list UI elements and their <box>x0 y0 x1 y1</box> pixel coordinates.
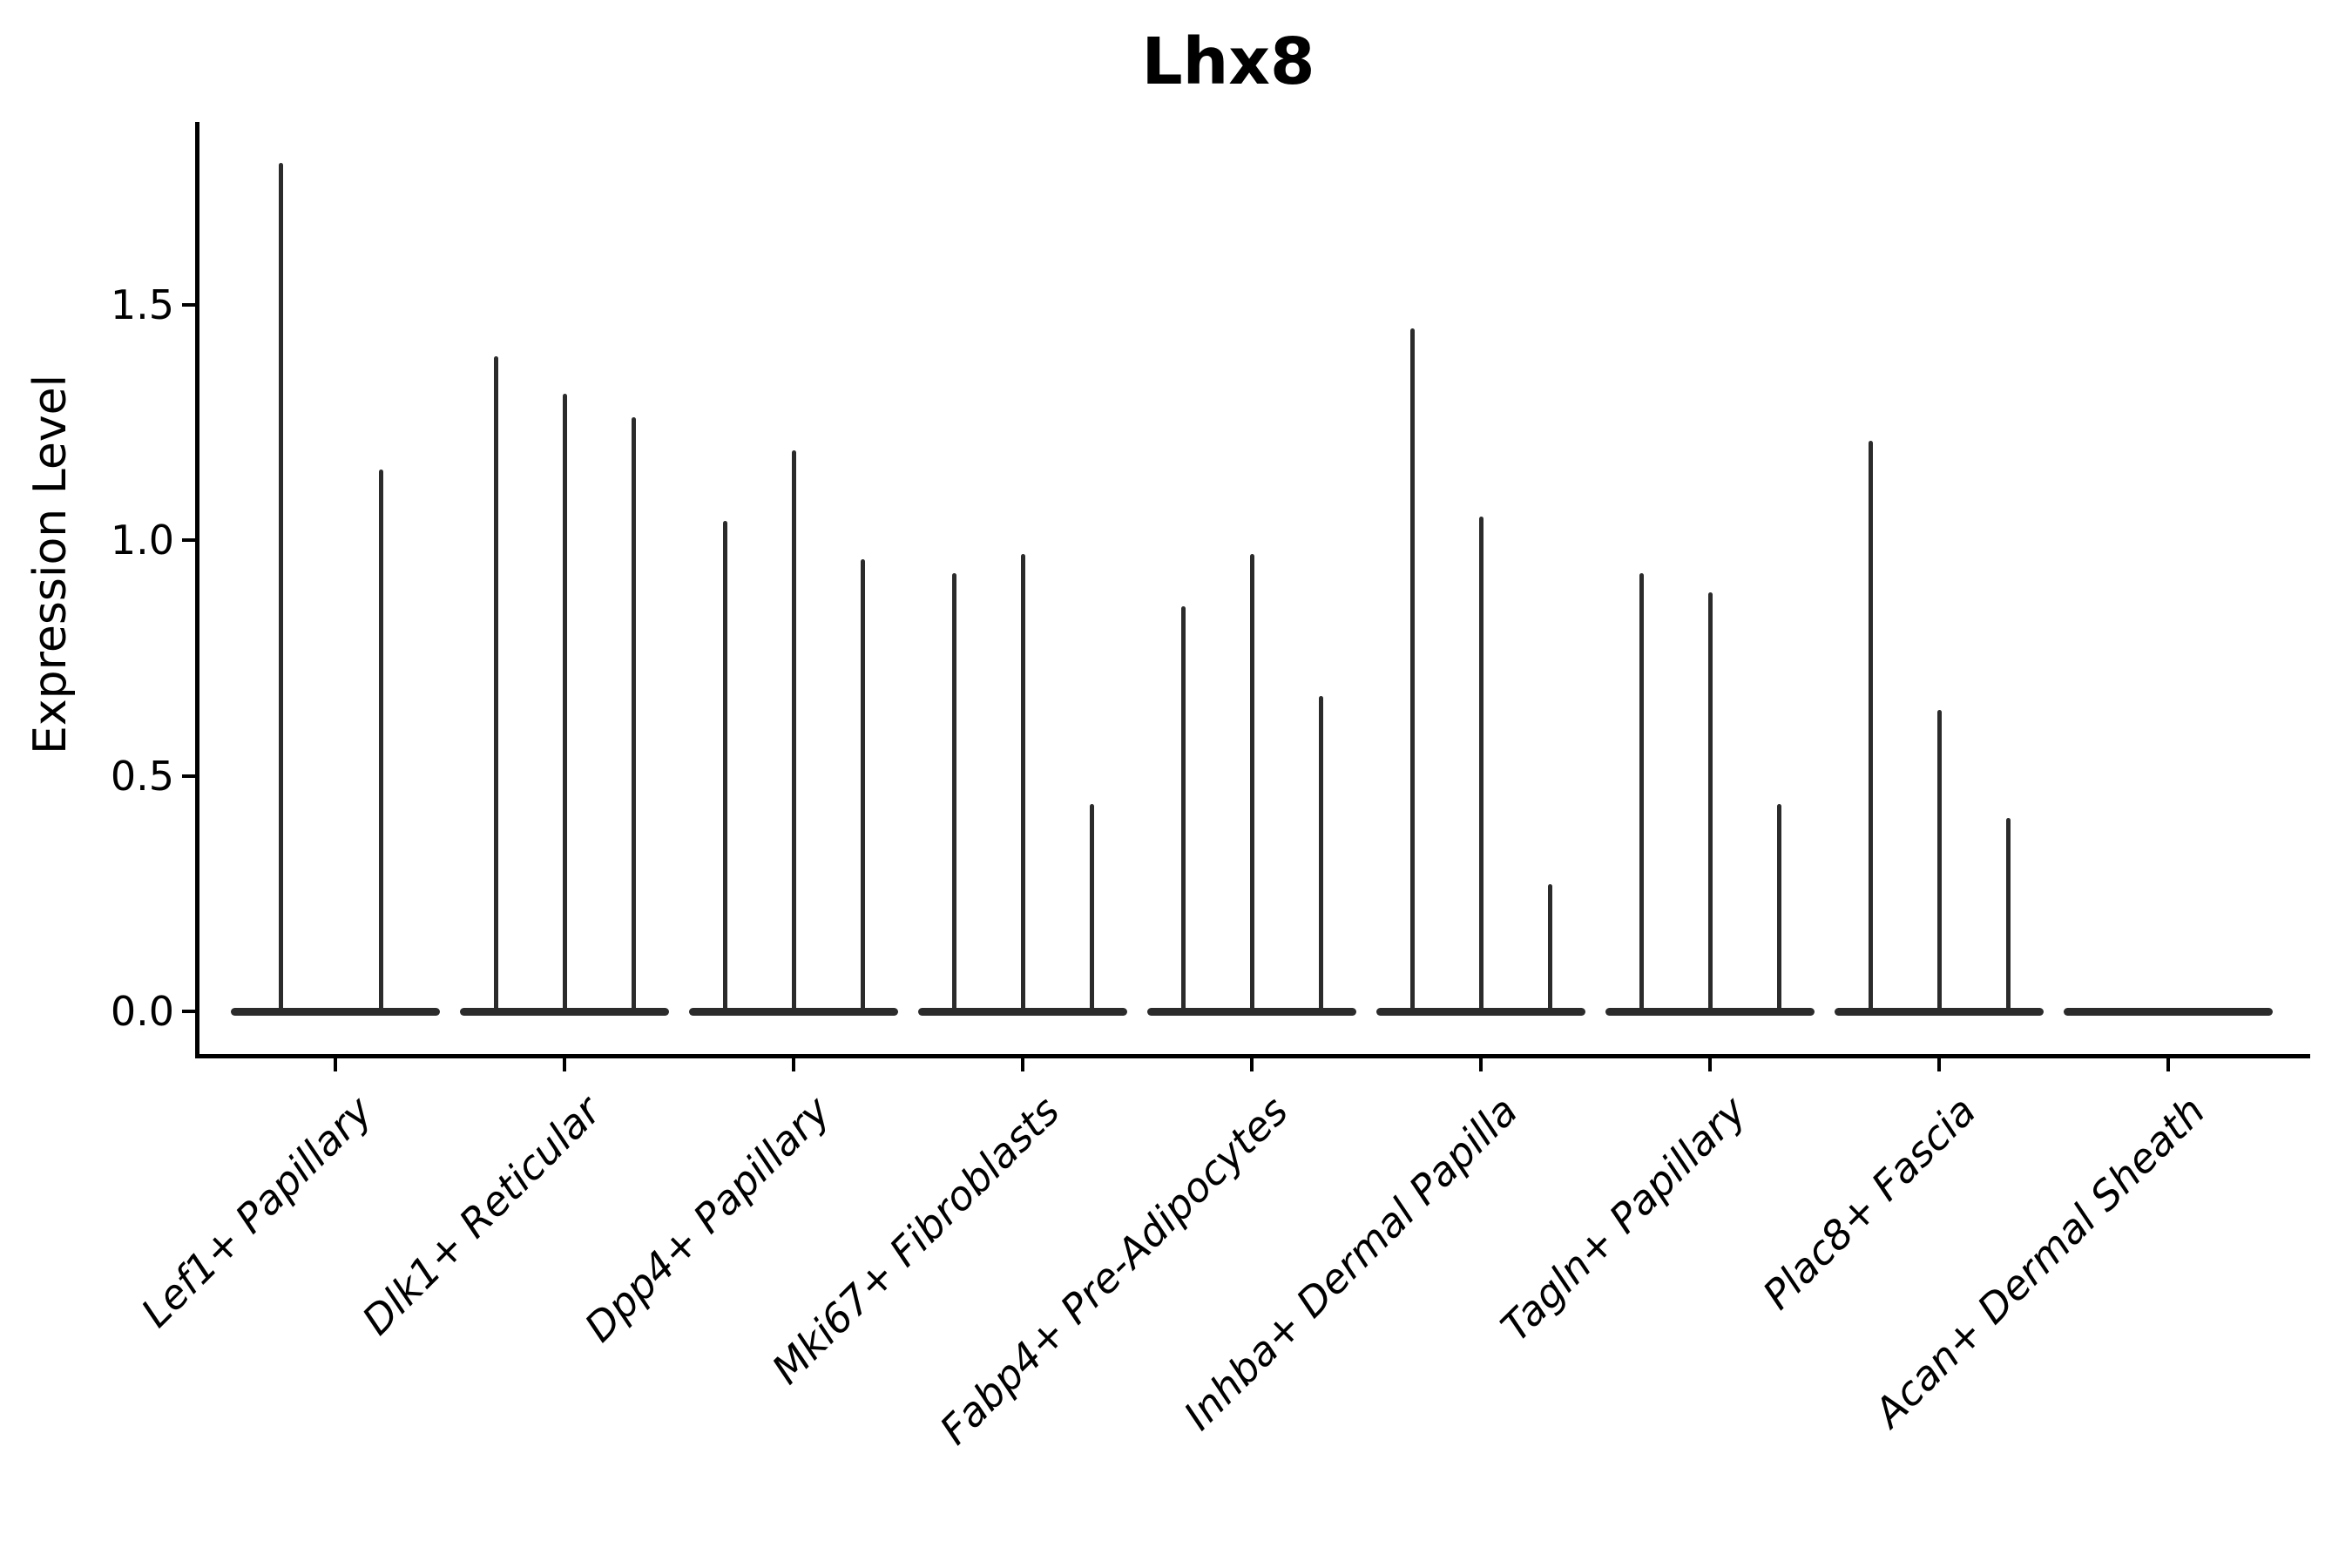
violin-baseline <box>231 1007 440 1016</box>
x-tick-label: Dpp4+ Papillary <box>575 1087 840 1351</box>
y-tick-mark <box>182 1010 198 1013</box>
x-tick-mark <box>1021 1058 1024 1071</box>
violin-spike <box>1478 516 1484 1013</box>
x-tick-mark <box>1479 1058 1483 1071</box>
y-tick-mark <box>182 774 198 778</box>
x-axis-spine <box>195 1054 2310 1058</box>
violin-spike <box>562 394 567 1013</box>
y-axis-spine <box>195 122 199 1058</box>
x-tick-mark <box>563 1058 566 1071</box>
violin-spike <box>2005 818 2011 1013</box>
x-tick-label: Lef1+ Papillary <box>132 1087 382 1336</box>
violin-baseline <box>2064 1007 2273 1016</box>
x-tick-mark <box>1708 1058 1712 1071</box>
x-tick-label: Tagln+ Papillary <box>1491 1087 1756 1351</box>
violin-spike <box>1547 883 1552 1013</box>
violin-spike <box>1089 803 1094 1013</box>
violin-spike <box>493 356 498 1013</box>
x-tick-mark <box>792 1058 795 1071</box>
violin-spike <box>1868 441 1873 1013</box>
x-tick-mark <box>1250 1058 1254 1071</box>
violin-spike <box>860 558 865 1013</box>
y-tick-label: 1.5 <box>110 280 174 328</box>
violin-spike <box>1639 572 1644 1013</box>
y-tick-label: 0.5 <box>110 752 174 800</box>
violin-spike <box>1936 709 1942 1013</box>
chart-title: Lhx8 <box>1141 24 1315 99</box>
x-tick-mark <box>334 1058 337 1071</box>
violin-spike <box>631 417 636 1013</box>
violin-spike <box>1180 605 1186 1013</box>
x-tick-label: Plac8+ Fascia <box>1753 1087 1985 1319</box>
violin-spike <box>1776 803 1781 1013</box>
violin-spike <box>378 469 383 1013</box>
y-tick-label: 1.0 <box>110 517 174 564</box>
y-axis-label: Expression Level <box>24 374 77 755</box>
y-tick-mark <box>182 302 198 307</box>
y-tick-mark <box>182 538 198 542</box>
y-tick-label: 0.0 <box>110 988 174 1035</box>
violin-spike <box>1249 554 1254 1013</box>
violin-spike <box>722 521 727 1013</box>
x-tick-mark <box>2166 1058 2170 1071</box>
violin-spike <box>791 450 796 1013</box>
x-tick-label: Dlk1+ Reticular <box>353 1087 611 1344</box>
violin-spike <box>1409 328 1415 1013</box>
violin-spike <box>1318 695 1323 1013</box>
violin-spike <box>278 163 283 1013</box>
violin-spike <box>1707 591 1713 1013</box>
violin-spike <box>951 572 956 1013</box>
x-tick-mark <box>1937 1058 1941 1071</box>
violin-spike <box>1020 554 1025 1013</box>
